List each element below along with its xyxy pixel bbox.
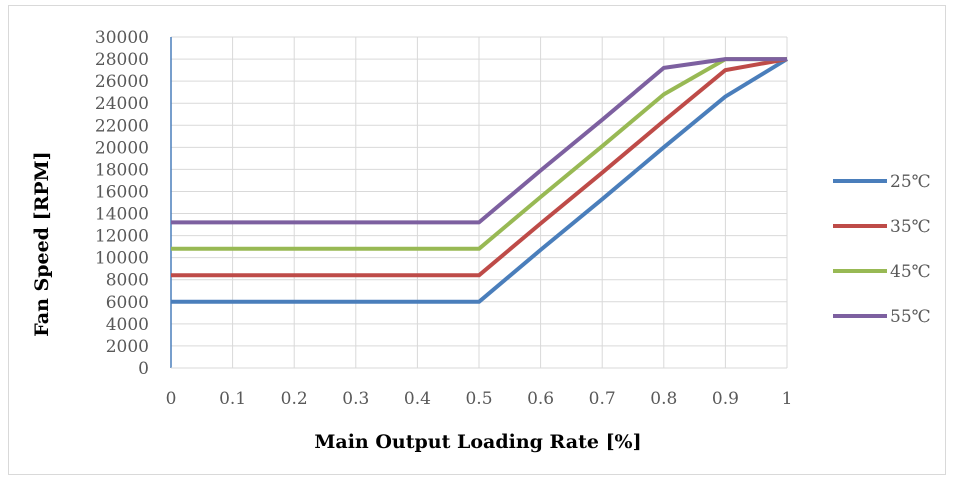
y-tick-label: 2000 (106, 337, 149, 357)
x-axis-title: Main Output Loading Rate [%] (314, 431, 641, 453)
y-tick-label: 10000 (95, 249, 149, 269)
tick-labels: 0200040006000800010000120001400016000180… (95, 28, 793, 409)
y-tick-label: 0 (138, 359, 149, 379)
y-tick-label: 16000 (95, 182, 149, 202)
y-tick-label: 8000 (106, 271, 149, 291)
y-tick-label: 14000 (95, 205, 149, 225)
legend-label: 25℃ (890, 172, 931, 192)
x-tick-label: 0 (166, 389, 177, 409)
x-tick-label: 1 (782, 389, 793, 409)
y-tick-label: 26000 (95, 72, 149, 92)
y-tick-label: 22000 (95, 116, 149, 136)
y-tick-label: 18000 (95, 160, 149, 180)
grid (170, 36, 788, 369)
legend-label: 45℃ (890, 262, 931, 282)
y-tick-label: 24000 (95, 94, 149, 114)
series-line (171, 57, 788, 278)
x-tick-label: 0.9 (712, 389, 739, 409)
series-lines (171, 57, 789, 304)
series-line (171, 57, 787, 225)
legend-label: 55℃ (890, 307, 931, 327)
x-tick-label: 0.8 (650, 389, 677, 409)
y-tick-label: 12000 (95, 227, 149, 247)
x-tick-label: 0.1 (219, 389, 246, 409)
y-tick-label: 28000 (95, 50, 149, 70)
x-tick-label: 0.4 (404, 389, 431, 409)
x-tick-label: 0.7 (589, 389, 616, 409)
legend-label: 35℃ (890, 217, 931, 237)
chart-frame (8, 5, 946, 475)
y-tick-label: 4000 (106, 315, 149, 335)
x-tick-label: 0.5 (465, 389, 492, 409)
x-tick-label: 0.2 (281, 389, 308, 409)
legend: 25℃ 35℃ 45℃ 55℃ (833, 172, 931, 327)
y-tick-label: 6000 (106, 293, 149, 313)
y-tick-label: 20000 (95, 138, 149, 158)
y-tick-label: 30000 (95, 28, 149, 48)
x-tick-label: 0.6 (527, 389, 554, 409)
axes (170, 37, 787, 369)
x-tick-label: 0.3 (342, 389, 369, 409)
y-axis-title: Fan Speed [RPM] (31, 151, 53, 336)
series-line (171, 57, 789, 304)
